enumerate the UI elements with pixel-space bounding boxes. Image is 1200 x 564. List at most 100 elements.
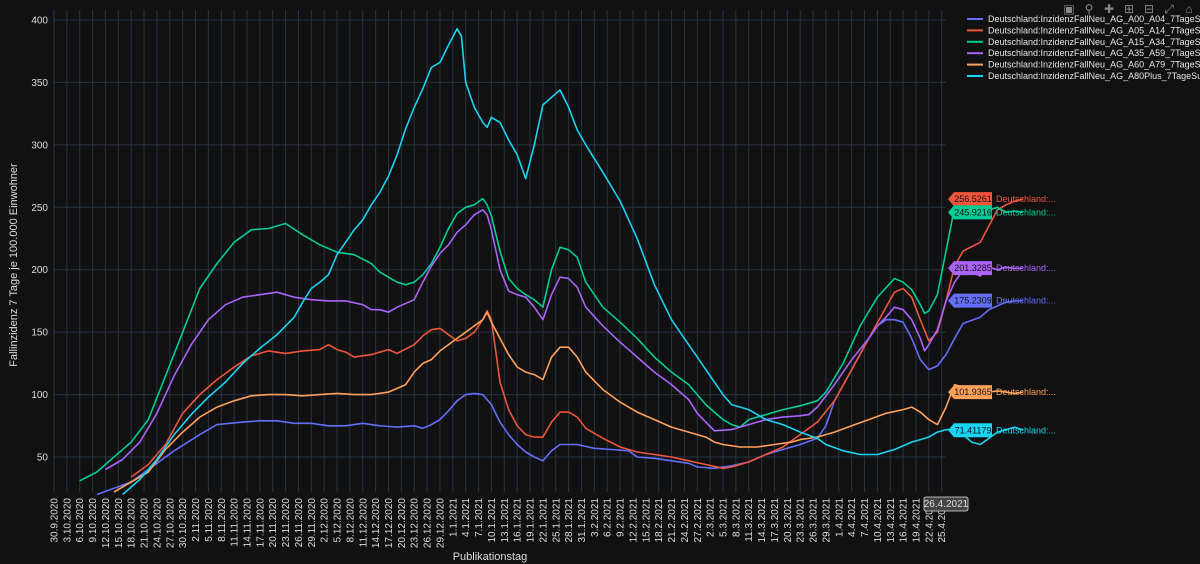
series-line-2[interactable]: [79, 197, 1024, 482]
x-tick-label: 15.2.2021: [641, 498, 652, 543]
legend-item[interactable]: Deutschland:InzidenzFallNeu_AG_A05_A14_7…: [988, 25, 1200, 35]
series-line-3[interactable]: [105, 209, 1024, 471]
x-tick-label: 16.4.2021: [899, 498, 910, 543]
legend-item[interactable]: Deutschland:InzidenzFallNeu_AG_A00_A04_7…: [988, 14, 1200, 24]
hover-series-name: Deutschland:...: [996, 425, 1056, 435]
x-tick-label: 22.4.2021: [924, 498, 935, 543]
legend-item[interactable]: Deutschland:InzidenzFallNeu_AG_A80Plus_7…: [988, 71, 1200, 81]
y-tick-label: 300: [31, 140, 48, 151]
x-tick-label: 21.10.2020: [140, 498, 151, 548]
x-tick-label: 3.10.2020: [62, 498, 73, 543]
x-tick-label: 25.1.2021: [551, 498, 562, 543]
x-tick-label: 23.12.2020: [410, 498, 421, 548]
x-tick-label: 2.3.2021: [706, 498, 717, 537]
x-tick-label: 24.2.2021: [680, 498, 691, 543]
x-tick-label: 19.1.2021: [526, 498, 537, 543]
x-tick-label: 26.3.2021: [809, 498, 820, 543]
x-tick-label: 30.9.2020: [50, 498, 61, 543]
hover-value-box: [948, 261, 992, 276]
hover-value-box: [948, 293, 992, 308]
x-tick-label: 11.3.2021: [744, 498, 755, 542]
hover-value: 101.9365: [954, 387, 992, 397]
x-tick-label: 24.10.2020: [152, 498, 163, 548]
x-tick-label: 6.10.2020: [75, 498, 86, 543]
modebar: ▣ ⚲ ✚ ⊞ ⊟ ⤢ ⌂: [1062, 2, 1196, 16]
series-line-0[interactable]: [96, 299, 1024, 496]
x-tick-label: 16.1.2021: [513, 498, 524, 543]
x-tick-label: 30.10.2020: [178, 498, 189, 548]
hover-value-box: [948, 385, 992, 400]
x-tick-label: 2.11.2020: [191, 498, 202, 542]
x-tick-label: 29.12.2020: [435, 498, 446, 548]
grid: [53, 10, 946, 492]
legend[interactable]: Deutschland:InzidenzFallNeu_AG_A00_A04_7…: [967, 14, 1200, 81]
y-tick-label: 50: [37, 453, 49, 464]
hover-value: 175.2309: [954, 296, 992, 306]
x-tick-label: 28.1.2021: [564, 498, 575, 543]
home-icon[interactable]: ⌂: [1185, 2, 1193, 16]
x-hover-box: [923, 496, 969, 512]
camera-icon[interactable]: ▣: [1063, 2, 1075, 16]
x-tick-label: 5.3.2021: [719, 498, 730, 537]
series-lines[interactable]: [79, 27, 1024, 496]
x-tick-label: 18.10.2020: [127, 498, 138, 548]
x-tick-label: 21.2.2021: [667, 498, 678, 543]
x-tick-label: 2.12.2020: [320, 498, 331, 543]
hover-value: 201.3285: [954, 263, 992, 273]
y-tick-label: 150: [31, 328, 48, 339]
hover-series-name: Deutschland:...: [996, 387, 1056, 397]
legend-item[interactable]: Deutschland:InzidenzFallNeu_AG_A35_A59_7…: [988, 48, 1200, 58]
x-tick-label: 10.1.2021: [487, 498, 498, 543]
x-tick-label: 26.12.2020: [423, 498, 434, 548]
x-tick-label: 20.12.2020: [397, 498, 408, 548]
series-line-1[interactable]: [130, 198, 1024, 478]
x-tick-label: 14.12.2020: [371, 498, 382, 548]
x-tick-label: 27.10.2020: [165, 498, 176, 548]
x-tick-label: 27.2.2021: [693, 498, 704, 543]
pan-icon[interactable]: ✚: [1103, 2, 1115, 16]
x-tick-label: 5.12.2020: [333, 498, 344, 543]
x-tick-label: 9.2.2021: [616, 498, 627, 537]
x-tick-label: 17.12.2020: [384, 498, 395, 548]
y-tick-label: 200: [31, 265, 48, 276]
hover-value-box: [948, 192, 992, 207]
legend-item[interactable]: Deutschland:InzidenzFallNeu_AG_A60_A79_7…: [988, 60, 1200, 70]
x-tick-label: 15.10.2020: [114, 498, 125, 548]
hover-value-box: [948, 205, 992, 220]
x-tick-label: 8.12.2020: [345, 498, 356, 543]
hover-series-name: Deutschland:...: [996, 194, 1056, 204]
series-line-5[interactable]: [122, 27, 1024, 496]
hover-series-name: Deutschland:...: [996, 207, 1056, 217]
x-tick-label: 9.10.2020: [88, 498, 99, 543]
x-tick-label: 29.3.2021: [821, 498, 832, 543]
x-tick-label: 12.10.2020: [101, 498, 112, 548]
y-axis: 50 100 150 200 250 300 350 400: [31, 15, 48, 463]
series-line-4[interactable]: [113, 311, 1024, 493]
y-tick-label: 100: [31, 390, 48, 401]
x-tick-label: 8.3.2021: [731, 498, 742, 537]
x-tick-label: 23.3.2021: [796, 498, 807, 543]
x-tick-label: 18.2.2021: [654, 498, 665, 543]
autoscale-icon[interactable]: ⤢: [1164, 2, 1174, 16]
x-tick-label: 13.1.2021: [500, 498, 511, 543]
zoom-out-icon[interactable]: ⊟: [1143, 2, 1155, 16]
x-axis-title: Publikationstag: [453, 551, 528, 563]
x-tick-label: 3.2.2021: [590, 498, 601, 537]
legend-item[interactable]: Deutschland:InzidenzFallNeu_AG_A15_A34_7…: [988, 37, 1200, 47]
hover-series-name: Deutschland:...: [996, 263, 1056, 273]
x-tick-label: 7.1.2021: [474, 498, 485, 537]
x-tick-label: 1.4.2021: [834, 498, 845, 537]
x-tick-label: 13.4.2021: [886, 498, 897, 543]
hover-labels: 26.4.2021 175.2309 Deutschland:... 256.5261…: [923, 192, 1056, 512]
x-tick-label: 19.4.2021: [911, 498, 922, 543]
x-tick-label: 25.4.2021: [937, 498, 948, 543]
zoom-icon[interactable]: ⚲: [1084, 2, 1094, 16]
x-tick-label: 5.11.2020: [204, 498, 215, 542]
hover-value: 71.41179: [955, 425, 992, 435]
hover-series-name: Deutschland:...: [996, 296, 1056, 306]
x-tick-label: 7.4.2021: [860, 498, 871, 537]
x-tick-label: 14.11.2020: [242, 498, 253, 548]
zoom-in-icon[interactable]: ⊞: [1123, 2, 1135, 16]
y-tick-label: 350: [31, 78, 48, 89]
